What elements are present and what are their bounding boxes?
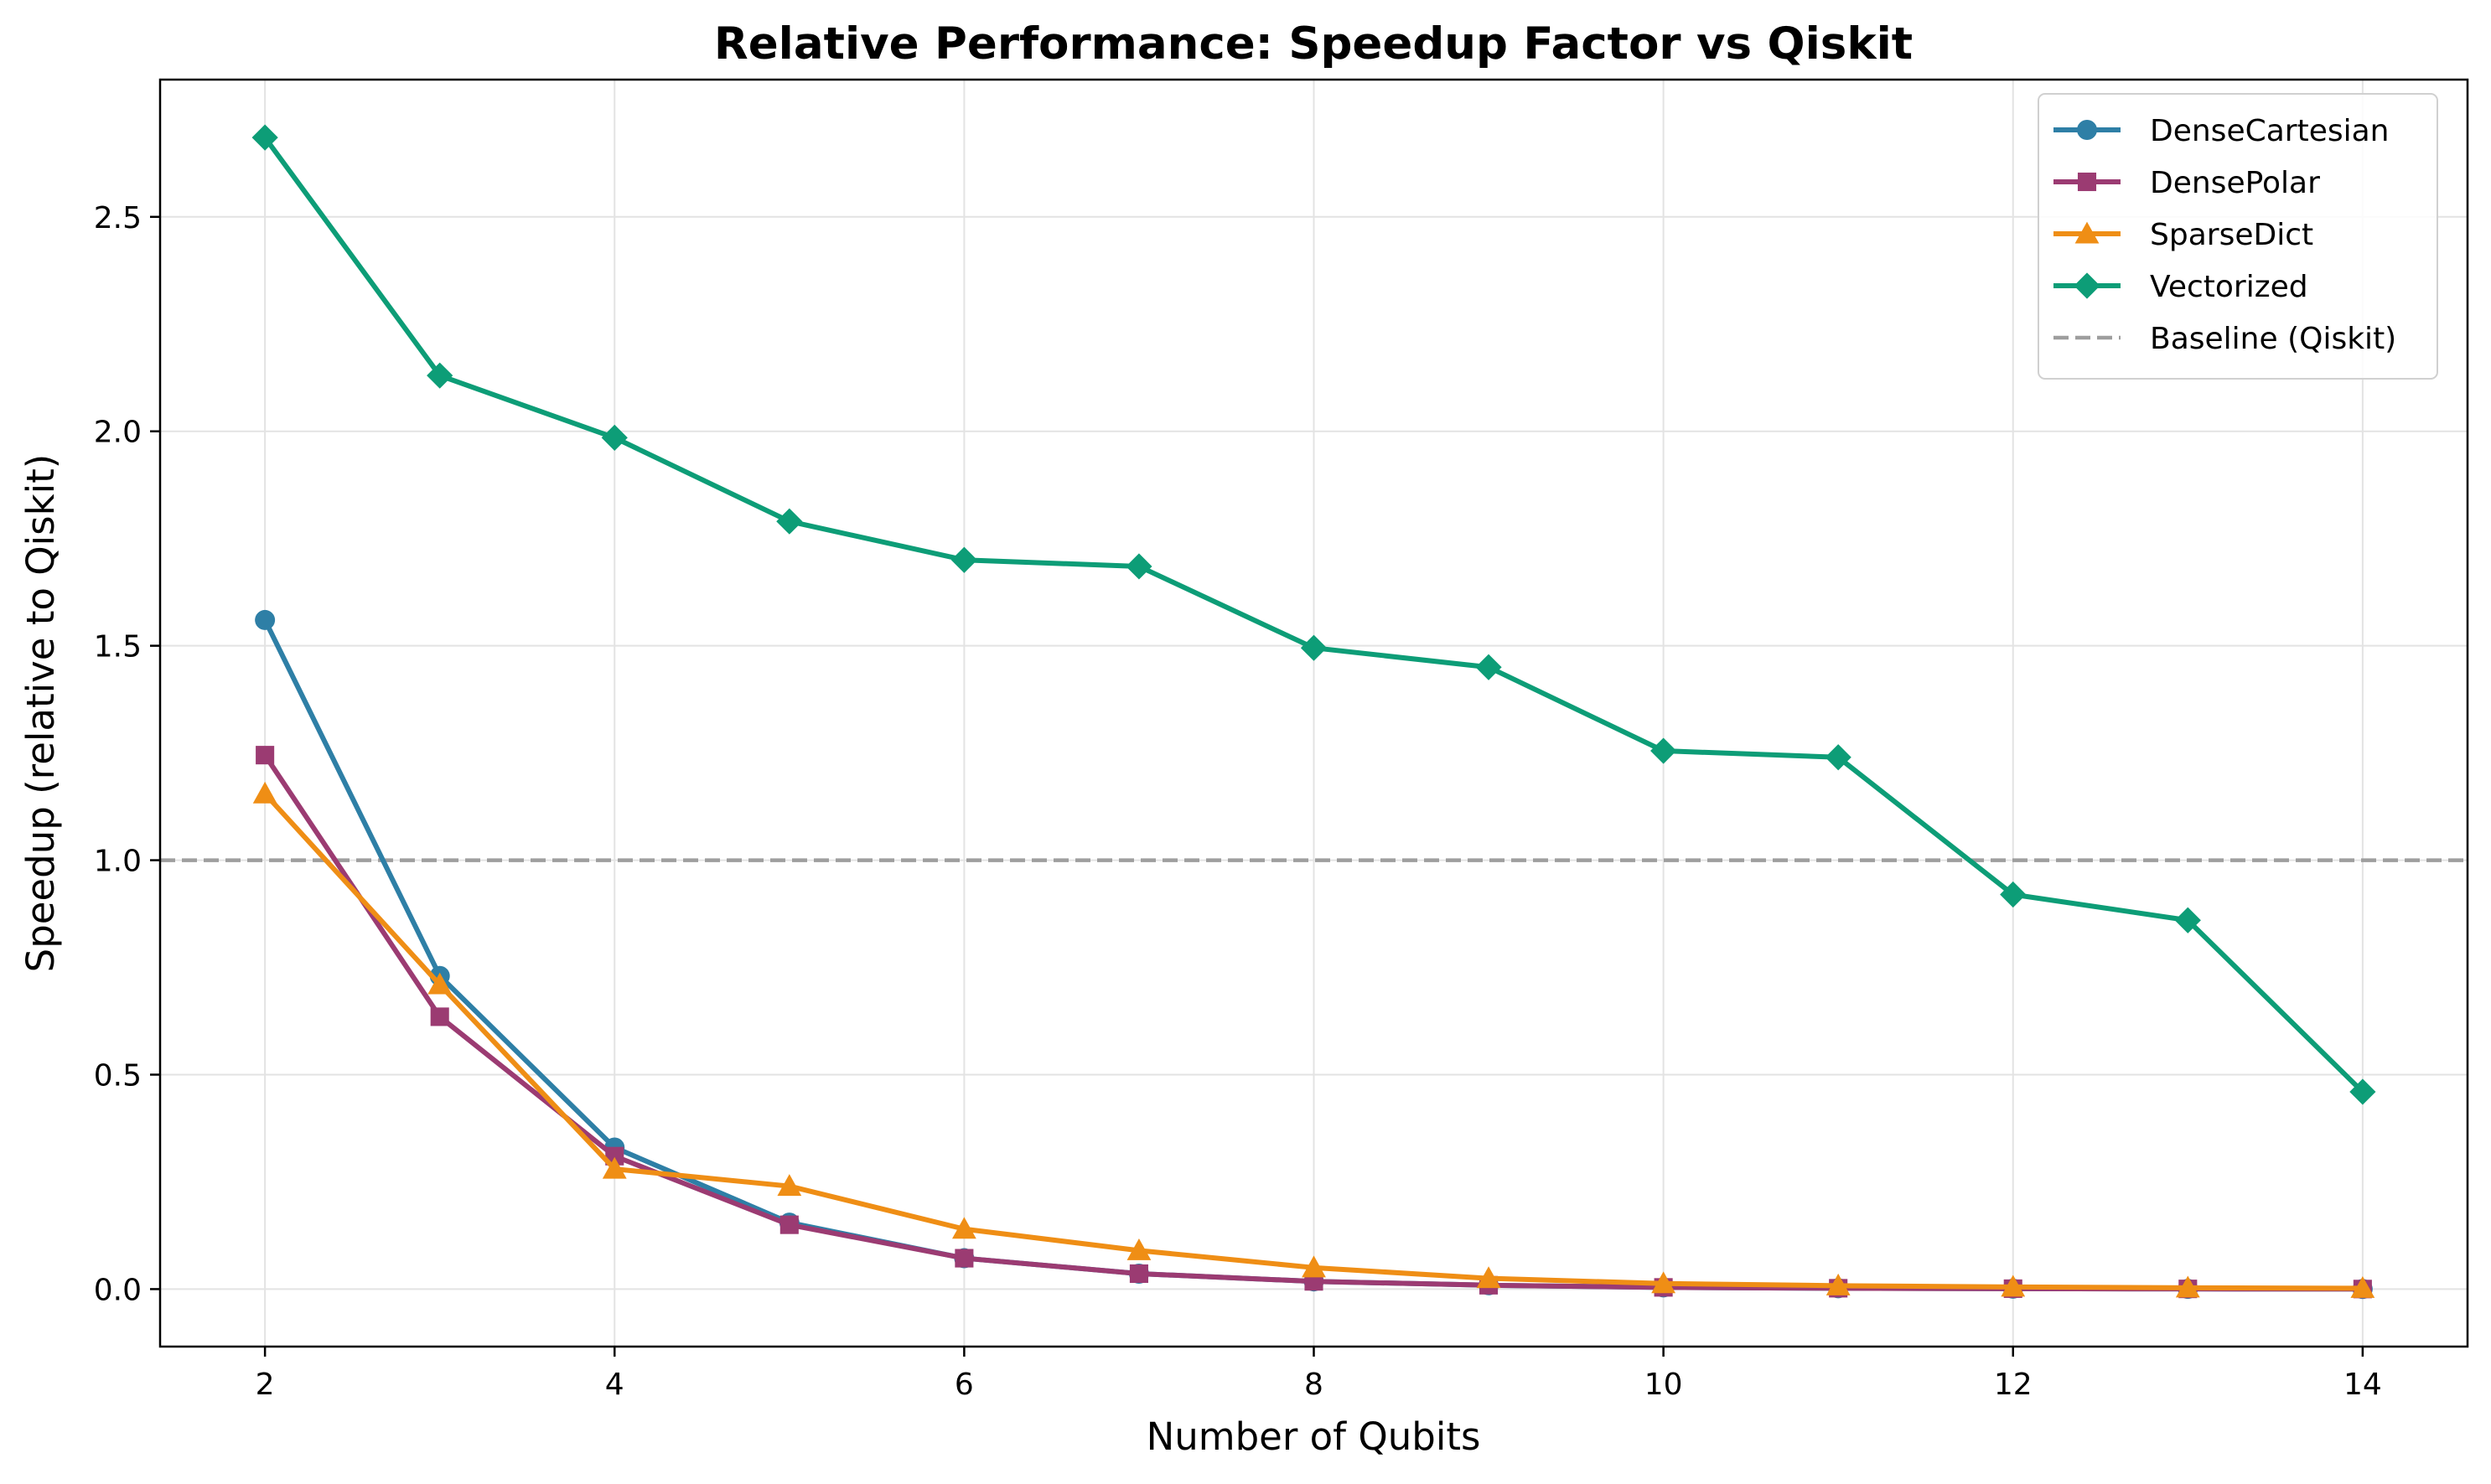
y-tick-label: 1.5 — [94, 630, 142, 664]
data-point-vectorized — [1825, 744, 1851, 771]
data-point-vectorized — [1300, 634, 1328, 661]
legend-label-vectorized: Vectorized — [2150, 270, 2308, 304]
data-point-sparsedict — [1302, 1255, 1326, 1278]
chart-title: Relative Performance: Speedup Factor vs … — [714, 18, 1913, 70]
y-tick-label: 0.0 — [94, 1273, 142, 1307]
x-tick-label: 2 — [256, 1368, 275, 1402]
legend-marker-densecartesian — [2077, 120, 2097, 140]
data-point-densepolar — [1129, 1264, 1148, 1284]
x-tick-label: 14 — [2343, 1368, 2382, 1402]
x-tick-label: 12 — [1994, 1368, 2033, 1402]
tick-layer: 2 4 6 8 10 12 14 0.0 0.5 1.0 1.5 2.0 2.5 — [94, 201, 2382, 1402]
data-point-sparsedict — [427, 972, 453, 995]
data-point-sparsedict — [777, 1174, 802, 1197]
data-point-vectorized — [1126, 553, 1152, 580]
data-point-densepolar — [779, 1215, 799, 1234]
legend-label-densecartesian: DenseCartesian — [2150, 114, 2390, 148]
legend-marker-densepolar — [2077, 172, 2097, 192]
data-point-vectorized — [950, 546, 977, 573]
x-axis-label: Number of Qubits — [1147, 1414, 1481, 1459]
x-tick-label: 4 — [605, 1368, 624, 1402]
legend-label-sparsedict: SparseDict — [2150, 218, 2313, 252]
data-point-sparsedict — [1826, 1273, 1851, 1295]
y-tick-label: 1.0 — [94, 845, 142, 879]
data-point-vectorized — [601, 424, 628, 451]
data-point-vectorized — [776, 508, 803, 535]
data-point-sparsedict — [951, 1217, 976, 1239]
data-point-sparsedict — [2175, 1275, 2200, 1298]
data-point-vectorized — [1650, 737, 1677, 764]
data-point-sparsedict — [252, 781, 277, 804]
legend-label-densepolar: DensePolar — [2150, 166, 2320, 200]
data-point-sparsedict — [2001, 1275, 2026, 1297]
data-point-sparsedict — [1126, 1238, 1152, 1260]
x-tick-label: 6 — [955, 1368, 974, 1402]
x-tick-label: 8 — [1304, 1368, 1323, 1402]
data-point-sparsedict — [2350, 1275, 2375, 1298]
legend: DenseCartesian DensePolar SparseDict Vector… — [2038, 93, 2438, 380]
data-point-vectorized — [1475, 654, 1502, 680]
y-tick-label: 2.0 — [94, 416, 142, 450]
legend-label-baseline-qiskit: Baseline (Qiskit) — [2150, 322, 2396, 356]
data-point-densecartesian — [255, 609, 276, 630]
data-point-vectorized — [427, 362, 453, 389]
x-tick-label: 10 — [1644, 1368, 1683, 1402]
legend-marker-sparsedict — [2074, 221, 2100, 244]
y-axis-label: Speedup (relative to Qiskit) — [18, 454, 63, 973]
data-point-sparsedict — [602, 1156, 627, 1179]
series-layer — [251, 124, 2376, 1300]
data-point-densepolar — [256, 746, 275, 765]
legend-marker-vectorized — [2074, 272, 2100, 299]
data-point-sparsedict — [1476, 1266, 1501, 1289]
y-tick-label: 0.5 — [94, 1058, 142, 1093]
series-sparsedict — [252, 781, 2375, 1298]
data-point-sparsedict — [1651, 1271, 1676, 1294]
data-point-vectorized — [2174, 907, 2201, 933]
data-point-vectorized — [2349, 1078, 2376, 1105]
data-point-vectorized — [2000, 881, 2027, 908]
series-vectorized — [251, 124, 2376, 1105]
data-point-vectorized — [251, 124, 278, 151]
data-point-densepolar — [955, 1249, 974, 1268]
y-tick-label: 2.5 — [94, 201, 142, 235]
data-point-densepolar — [430, 1007, 449, 1026]
legend-box — [2038, 93, 2438, 380]
